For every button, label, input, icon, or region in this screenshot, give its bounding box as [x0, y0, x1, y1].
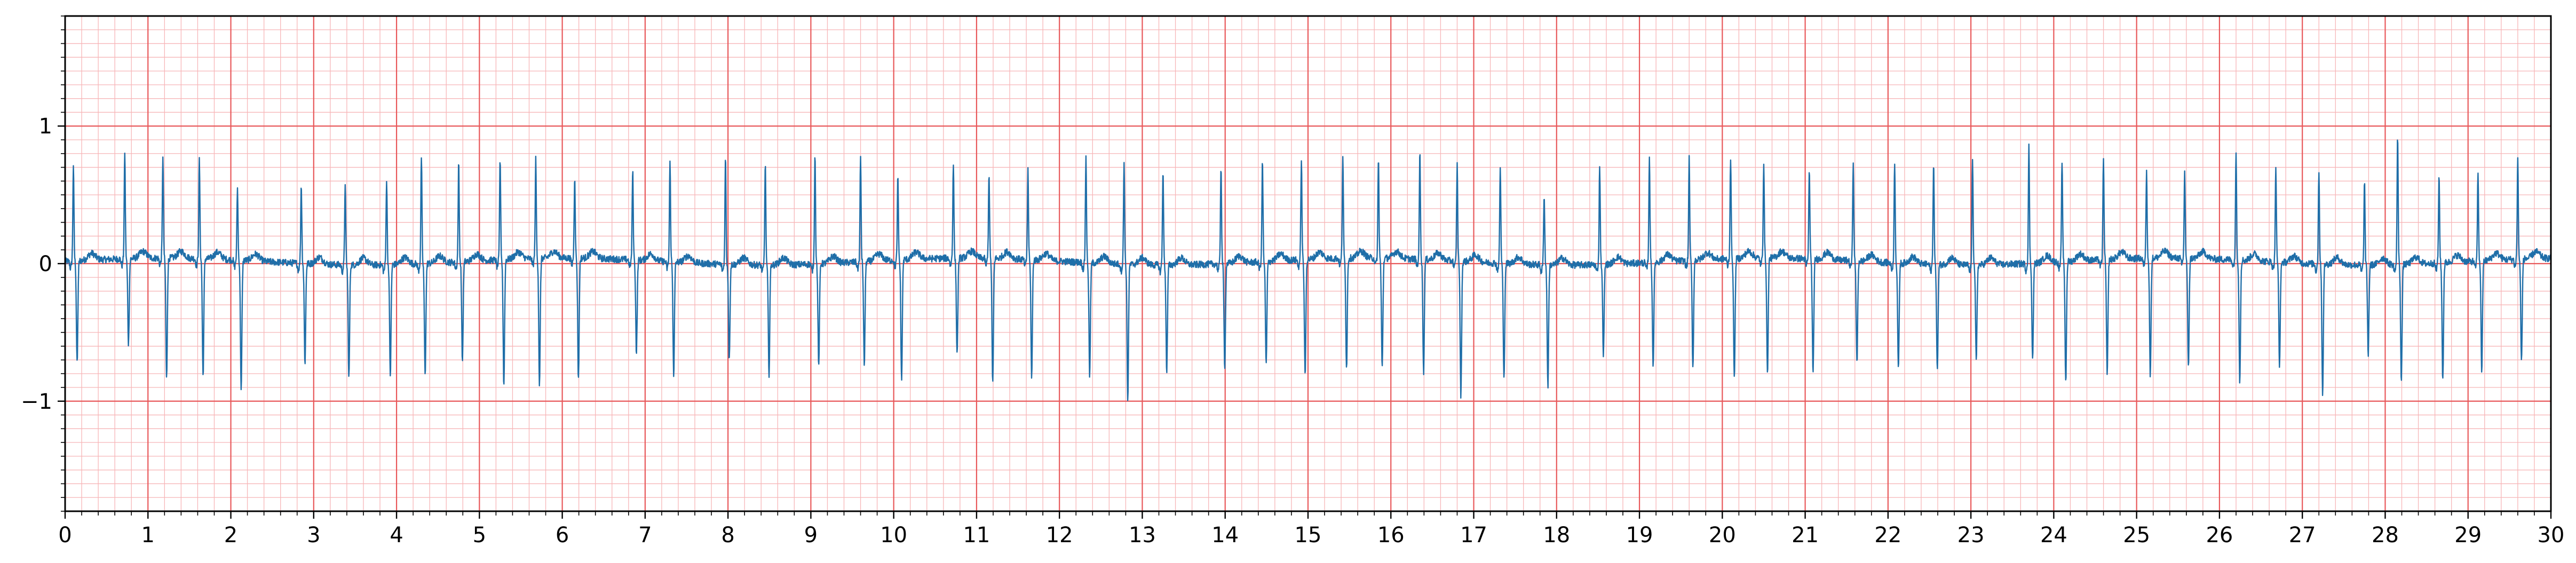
- x-tick-label: 27: [2289, 523, 2316, 548]
- x-axis-ticks: [64, 511, 2552, 519]
- y-axis-ticks: [58, 15, 65, 512]
- x-tick-label: 12: [1046, 523, 1073, 548]
- ecg-trace: [64, 139, 2552, 401]
- x-tick-label: 5: [473, 523, 486, 548]
- x-tick-label: 10: [880, 523, 907, 548]
- x-tick-label: 24: [2040, 523, 2067, 548]
- x-tick-label: 8: [721, 523, 734, 548]
- x-tick-label: 18: [1543, 523, 1570, 548]
- y-axis-tick-labels: 1 0 −1: [21, 114, 52, 414]
- x-tick-label: 20: [1709, 523, 1736, 548]
- x-tick-label: 26: [2206, 523, 2233, 548]
- x-tick-label: 15: [1295, 523, 1322, 548]
- y-tick-label: 0: [39, 252, 52, 276]
- x-tick-label: 6: [556, 523, 569, 548]
- x-tick-label: 4: [390, 523, 403, 548]
- x-tick-label: 17: [1460, 523, 1487, 548]
- x-tick-label: 19: [1626, 523, 1653, 548]
- y-tick-label: −1: [21, 390, 52, 414]
- x-tick-label: 7: [638, 523, 652, 548]
- x-tick-label: 22: [1874, 523, 1901, 548]
- x-tick-label: 30: [2538, 523, 2565, 548]
- x-tick-label: 2: [224, 523, 237, 548]
- x-tick-label: 11: [963, 523, 990, 548]
- x-tick-label: 14: [1211, 523, 1239, 548]
- x-tick-label: 25: [2123, 523, 2150, 548]
- x-tick-label: 0: [58, 523, 72, 548]
- x-axis-tick-labels: 0 1 2 3 4 5 6 7 8 9 10 11 12 13 14 15 16 17 18 19 20 21 22 23 24…: [58, 523, 2564, 548]
- x-tick-label: 28: [2372, 523, 2399, 548]
- x-tick-label: 9: [804, 523, 818, 548]
- x-tick-label: 29: [2454, 523, 2482, 548]
- x-tick-label: 13: [1129, 523, 1156, 548]
- x-tick-label: 1: [141, 523, 155, 548]
- x-tick-label: 21: [1792, 523, 1819, 548]
- x-tick-label: 3: [307, 523, 320, 548]
- y-tick-label: 1: [39, 114, 52, 139]
- x-tick-label: 16: [1377, 523, 1405, 548]
- x-tick-label: 23: [1957, 523, 1985, 548]
